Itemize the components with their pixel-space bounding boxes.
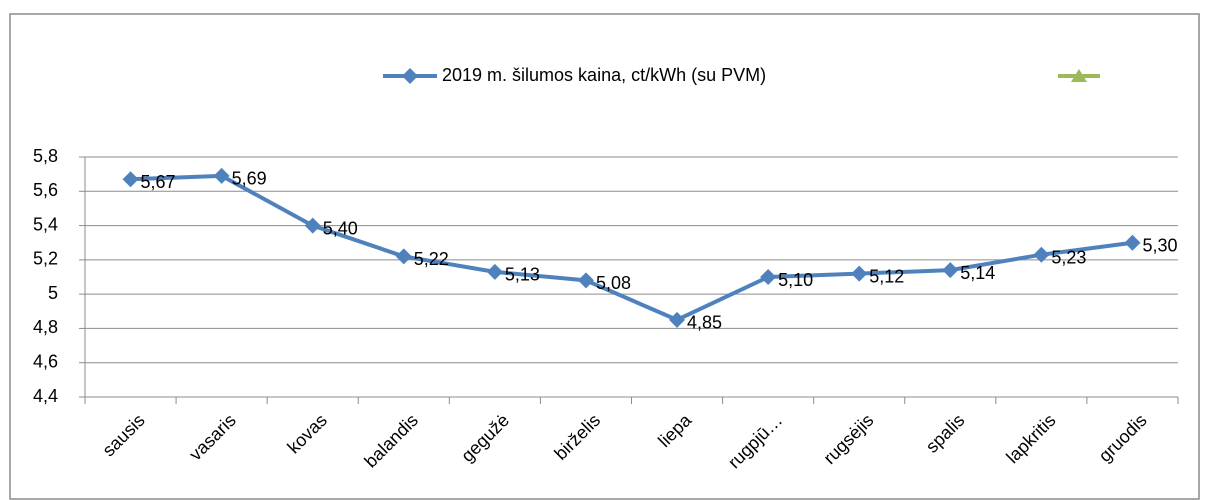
- y-tick-label: 5,8: [33, 146, 58, 166]
- data-point: [1033, 246, 1050, 263]
- data-label: 5,40: [323, 218, 358, 238]
- y-tick-label: 5,4: [33, 214, 58, 234]
- series-line: [130, 173, 1133, 322]
- data-label: 4,85: [687, 313, 722, 333]
- y-tick-label: 4,4: [33, 386, 58, 406]
- data-label: 5,23: [1051, 247, 1086, 267]
- legend-extra: [1058, 69, 1100, 82]
- data-point: [942, 262, 959, 279]
- data-point: [669, 311, 686, 328]
- data-point: [395, 248, 412, 265]
- chart-frame: [9, 13, 1200, 500]
- legend-label: 2019 m. šilumos kaina, ct/kWh (su PVM): [442, 65, 766, 85]
- y-tick-label: 5: [48, 283, 58, 303]
- data-point: [122, 171, 139, 188]
- data-label: 5,22: [414, 249, 449, 269]
- data-point: [486, 263, 503, 280]
- data-point: [304, 217, 321, 234]
- data-label: 5,67: [141, 172, 176, 192]
- data-point: [577, 272, 594, 289]
- y-tick-label: 5,6: [33, 180, 58, 200]
- data-point: [213, 167, 230, 184]
- y-tick-label: 5,2: [33, 249, 58, 269]
- data-label: 5,14: [960, 263, 995, 283]
- data-point: [1124, 234, 1141, 251]
- legend-marker: [1071, 69, 1087, 82]
- legend-marker: [402, 68, 418, 84]
- y-tick-label: 4,8: [33, 317, 58, 337]
- data-point: [760, 269, 777, 285]
- data-label: 5,10: [778, 270, 813, 290]
- data-label: 5,30: [1142, 235, 1177, 255]
- y-tick-label: 4,6: [33, 351, 58, 371]
- data-label: 5,12: [869, 266, 904, 286]
- data-label: 5,13: [505, 265, 540, 285]
- data-point: [851, 265, 868, 282]
- data-label: 5,08: [596, 273, 631, 293]
- data-label: 5,69: [232, 169, 267, 189]
